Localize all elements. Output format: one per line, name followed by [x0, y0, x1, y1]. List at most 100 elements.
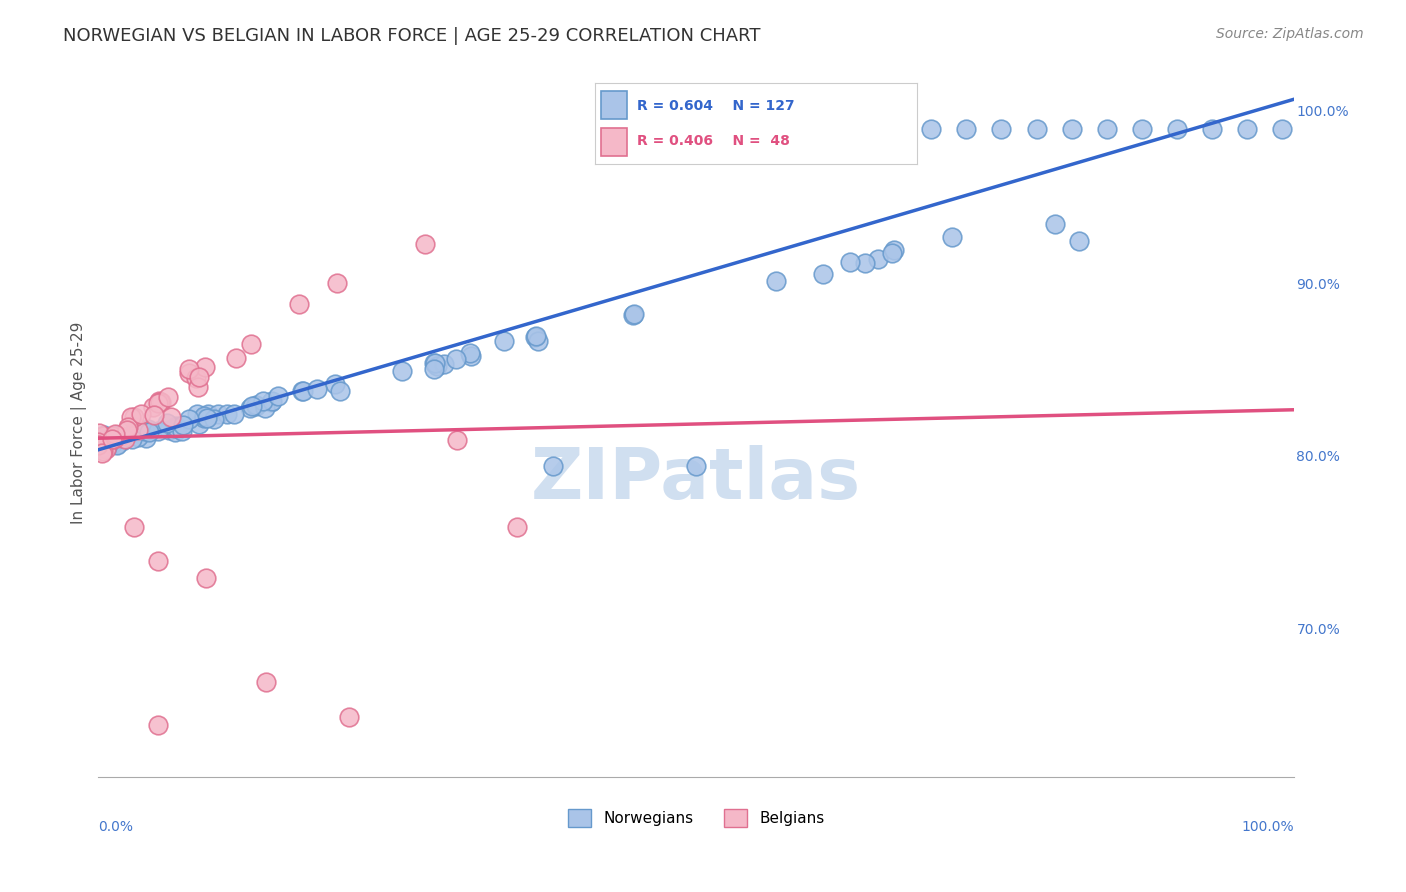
Point: [391, 364, 413, 378]
Point: [135, 431, 157, 445]
Text: 80.0%: 80.0%: [1296, 450, 1340, 465]
Point: [96, 440, 118, 454]
Point: [326, 277, 349, 291]
Point: [492, 334, 515, 348]
Point: [112, 432, 135, 446]
Point: [184, 371, 207, 385]
Point: [245, 398, 267, 412]
Point: [523, 330, 546, 344]
Point: [423, 361, 446, 376]
Point: [426, 359, 449, 373]
Point: [884, 122, 907, 136]
Point: [194, 571, 217, 585]
Point: [193, 411, 215, 425]
Point: [91, 439, 114, 453]
Point: [89, 440, 111, 454]
Point: [156, 416, 179, 430]
Point: [160, 409, 183, 424]
Point: [179, 412, 201, 426]
Point: [87, 437, 110, 451]
Point: [187, 369, 209, 384]
Point: [254, 675, 277, 690]
Point: [524, 328, 547, 343]
Point: [415, 237, 437, 252]
Point: [526, 334, 548, 348]
Point: [124, 410, 146, 425]
Point: [90, 446, 112, 460]
Point: [851, 122, 873, 136]
Point: [89, 438, 111, 452]
Point: [90, 437, 112, 451]
Text: NORWEGIAN VS BELGIAN IN LABOR FORCE | AGE 25-29 CORRELATION CHART: NORWEGIAN VS BELGIAN IN LABOR FORCE | AG…: [63, 27, 761, 45]
Point: [1095, 122, 1118, 136]
Point: [111, 431, 134, 445]
Point: [89, 438, 111, 452]
Point: [288, 297, 311, 311]
Point: [90, 432, 112, 446]
Point: [146, 554, 169, 568]
Point: [93, 428, 115, 442]
Point: [129, 408, 152, 422]
Point: [179, 367, 201, 381]
Point: [1236, 122, 1258, 136]
Text: 0.0%: 0.0%: [98, 820, 134, 834]
Point: [883, 243, 905, 257]
Point: [305, 382, 328, 396]
Point: [122, 425, 145, 439]
Point: [291, 384, 314, 399]
Point: [87, 433, 110, 447]
Point: [188, 417, 211, 431]
Point: [252, 393, 274, 408]
Point: [87, 440, 110, 454]
Point: [103, 427, 125, 442]
Point: [142, 401, 165, 415]
Point: [134, 425, 156, 439]
Point: [125, 420, 148, 434]
Point: [194, 360, 217, 375]
Point: [765, 274, 787, 288]
Point: [172, 418, 194, 433]
Point: [96, 442, 118, 457]
Point: [882, 246, 904, 260]
Point: [541, 458, 564, 473]
Point: [156, 390, 179, 404]
Point: [96, 433, 118, 447]
Point: [1130, 122, 1153, 136]
Point: [91, 434, 114, 449]
Point: [91, 443, 114, 458]
Point: [444, 351, 467, 366]
Point: [458, 345, 481, 359]
Point: [120, 410, 142, 425]
Point: [868, 252, 890, 267]
Point: [91, 429, 114, 443]
Point: [1271, 122, 1294, 136]
Point: [506, 519, 529, 533]
Point: [136, 422, 159, 436]
Point: [128, 430, 150, 444]
Point: [745, 122, 768, 136]
Point: [98, 433, 121, 447]
Point: [107, 427, 129, 442]
Point: [148, 394, 170, 409]
Point: [91, 442, 114, 456]
Point: [98, 436, 121, 450]
Point: [955, 122, 977, 136]
Point: [98, 436, 121, 450]
Text: Source: ZipAtlas.com: Source: ZipAtlas.com: [1216, 27, 1364, 41]
Point: [96, 437, 118, 451]
Text: 100.0%: 100.0%: [1296, 104, 1348, 119]
Point: [240, 336, 263, 351]
Legend: Norwegians, Belgians: Norwegians, Belgians: [562, 803, 831, 833]
Point: [157, 423, 180, 437]
Point: [291, 384, 314, 399]
Point: [142, 408, 165, 422]
Point: [136, 423, 159, 437]
Point: [238, 401, 260, 416]
Point: [163, 425, 186, 439]
Point: [166, 419, 188, 434]
Point: [329, 384, 352, 398]
Point: [267, 389, 290, 403]
Point: [323, 377, 346, 392]
Point: [222, 408, 245, 422]
Y-axis label: In Labor Force | Age 25-29: In Labor Force | Age 25-29: [72, 322, 87, 524]
